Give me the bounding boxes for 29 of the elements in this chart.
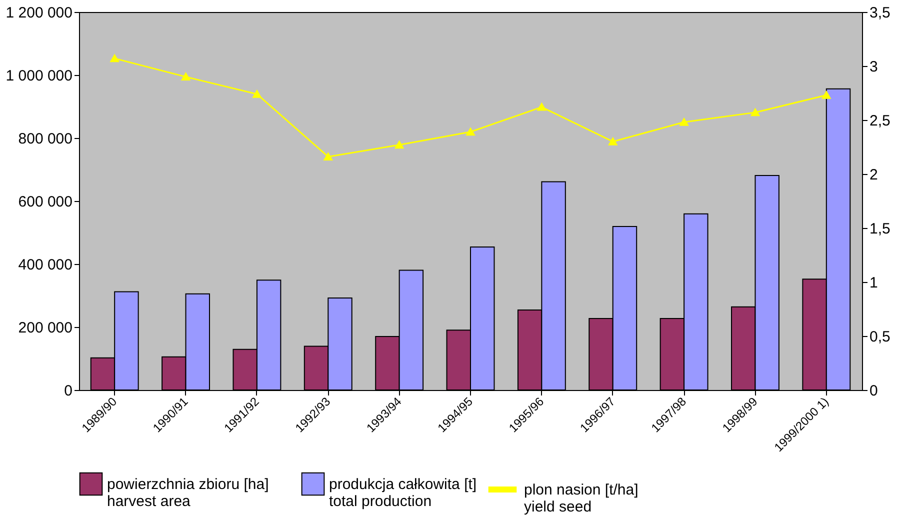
y-tick-label: 1 000 000 bbox=[6, 68, 72, 84]
point bbox=[751, 108, 760, 116]
y2-tick-label: 3 bbox=[870, 58, 878, 76]
y2-tick-label: 3,5 bbox=[870, 4, 890, 22]
point bbox=[182, 73, 190, 81]
legend-label: powierzchnia zbioru [ha] harvest area bbox=[107, 476, 269, 510]
y-tick-label: 1 200 000 bbox=[6, 4, 72, 22]
point bbox=[395, 141, 404, 149]
point bbox=[324, 152, 332, 160]
y2-tick-label: 0,5 bbox=[870, 328, 890, 346]
point bbox=[822, 91, 831, 99]
point bbox=[110, 54, 119, 62]
y2-tick-label: 2 bbox=[870, 166, 878, 184]
y-tick-label: 400 000 bbox=[18, 256, 72, 274]
point bbox=[252, 90, 262, 98]
point bbox=[466, 128, 475, 136]
y2-tick-label: 1 bbox=[870, 274, 878, 292]
legend-label: produkcja całkowita [t] total production bbox=[329, 476, 477, 510]
y-tick-label: 0 bbox=[64, 382, 72, 400]
y2-tick-label: 2,5 bbox=[870, 112, 890, 130]
point bbox=[608, 138, 618, 146]
legend-label: plon nasion [t/ha] yield seed bbox=[524, 482, 638, 516]
y2-tick-label: 1,5 bbox=[870, 220, 890, 238]
y-tick-label: 800 000 bbox=[18, 130, 72, 148]
y-tick-label: 200 000 bbox=[18, 320, 72, 336]
point bbox=[538, 103, 546, 111]
y-tick-label: 600 000 bbox=[18, 194, 72, 210]
point bbox=[680, 118, 688, 126]
y2-tick-label: 0 bbox=[870, 382, 878, 400]
